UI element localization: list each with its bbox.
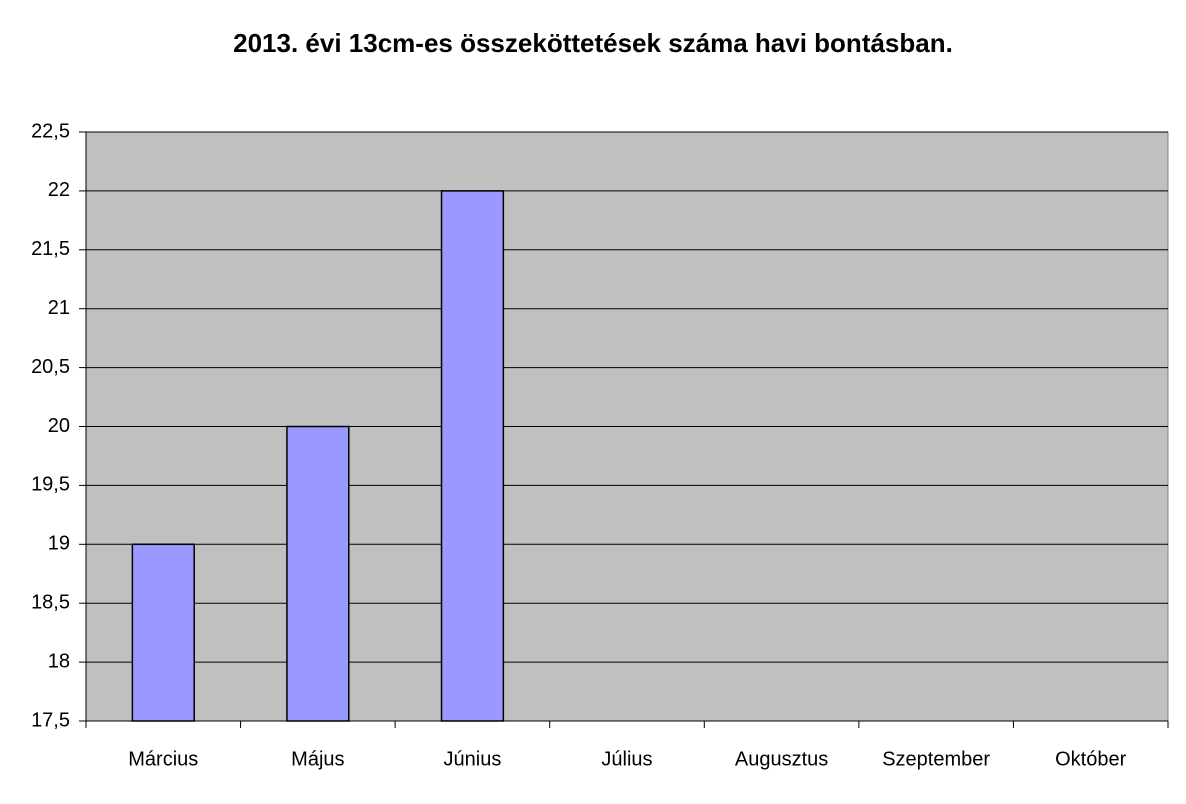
x-tick-label: Június <box>444 748 502 770</box>
y-tick-label: 20 <box>48 415 70 437</box>
x-tick-label: Augusztus <box>735 748 828 770</box>
x-tick-label: Március <box>128 748 198 770</box>
y-tick-label: 17,5 <box>31 709 70 731</box>
bar <box>131 543 195 722</box>
x-tick-label: Május <box>291 748 344 770</box>
y-tick-label: 18,5 <box>31 591 70 613</box>
y-tick-label: 22,5 <box>31 120 70 142</box>
y-tick-label: 19,5 <box>31 474 70 496</box>
y-tick-label: 21 <box>48 297 70 319</box>
x-tick-label: Október <box>1055 748 1126 770</box>
bar <box>286 425 350 722</box>
y-tick-label: 21,5 <box>31 238 70 260</box>
y-tick-label: 19 <box>48 533 70 555</box>
chart-title: 2013. évi 13cm-es összeköttetések száma … <box>233 28 953 58</box>
y-tick-label: 22 <box>48 179 70 201</box>
y-tick-label: 20,5 <box>31 356 70 378</box>
bar <box>440 190 505 722</box>
x-tick-label: Szeptember <box>882 748 990 770</box>
x-tick-label: Július <box>601 748 652 770</box>
y-tick-label: 18 <box>48 650 70 672</box>
